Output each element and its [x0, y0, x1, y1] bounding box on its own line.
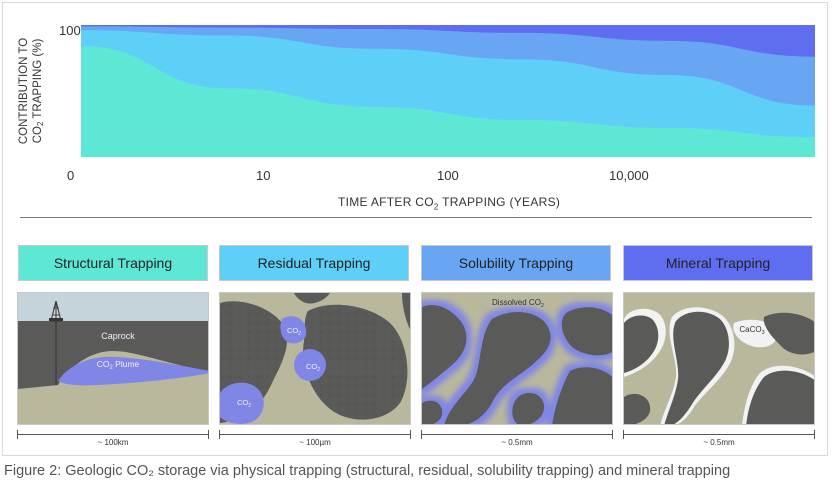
residual-trapping-illustration: CO2 CO2 CO2	[219, 292, 411, 425]
figure-caption: Figure 2: Geologic CO₂ storage via physi…	[4, 463, 731, 479]
structural-trapping-title: Structural Trapping	[18, 245, 208, 281]
structural-trapping-illustration: Caprock CO2 Plume	[17, 292, 209, 425]
structural-trapping-area	[81, 46, 815, 157]
caco3-label: CaCO3	[739, 325, 764, 336]
structural-scale-label: ~ 100km	[97, 438, 129, 447]
solubility-scale-bar: ~ 0.5mm	[421, 430, 613, 447]
x-tick-100: 100	[437, 168, 459, 183]
residual-scale-bar: ~ 100µm	[219, 430, 411, 447]
x-tick-0: 0	[67, 168, 75, 183]
solubility-trapping-title: Solubility Trapping	[421, 245, 611, 281]
drilling-rig-icon	[49, 300, 63, 385]
mineral-trapping-illustration: CaCO3	[623, 292, 815, 425]
mineral-scale-bar: ~ 0.5mm	[623, 430, 815, 447]
solubility-scale-label: ~ 0.5mm	[501, 438, 533, 447]
dissolved-co2-label: Dissolved CO2	[492, 298, 544, 309]
co2-bubble-label-1: CO2	[287, 326, 301, 337]
co2-plume-label: CO2 Plume	[97, 359, 140, 371]
x-axis-label: TIME AFTER CO2 TRAPPING (YEARS)	[338, 195, 561, 212]
structural-scale-bar: ~ 100km	[17, 430, 209, 447]
mineral-trapping-title: Mineral Trapping	[623, 245, 813, 281]
co2-bubble-label-3: CO2	[237, 398, 251, 409]
figure-frame: CONTRIBUTION TO CO2 TRAPPING (%) 100 0 1…	[2, 2, 828, 456]
co2-bubble-label-2: CO2	[306, 362, 320, 373]
y-tick-100: 100	[59, 23, 81, 38]
y-axis-label-line2: CO2 TRAPPING (%)	[32, 39, 45, 144]
caprock-label: Caprock	[101, 331, 135, 341]
x-tick-10000: 10,000	[609, 168, 649, 183]
mineral-scale-label: ~ 0.5mm	[703, 438, 735, 447]
y-axis-label-line1: CONTRIBUTION TO	[18, 38, 30, 144]
trapping-area-chart	[81, 25, 815, 157]
residual-trapping-title: Residual Trapping	[219, 245, 409, 281]
section-divider	[20, 217, 812, 218]
residual-scale-label: ~ 100µm	[299, 438, 331, 447]
y-axis-label: CONTRIBUTION TO CO2 TRAPPING (%)	[15, 25, 49, 157]
x-tick-10: 10	[256, 168, 271, 183]
solubility-trapping-illustration: Dissolved CO2	[421, 292, 613, 425]
